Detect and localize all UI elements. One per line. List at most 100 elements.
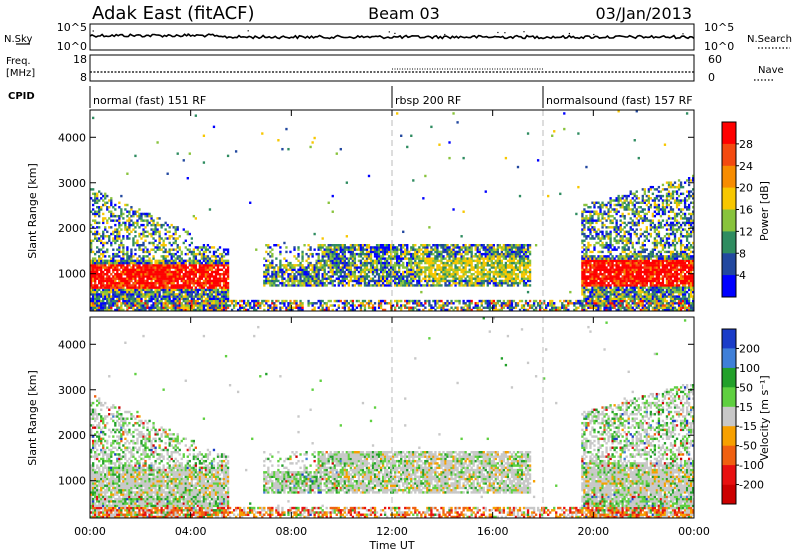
- heatmap-cell: [112, 302, 115, 305]
- heatmap-cell: [528, 306, 532, 309]
- heatmap-cell: [116, 297, 119, 301]
- heatmap-cell: [591, 273, 594, 276]
- heatmap-cell: [166, 270, 169, 274]
- heatmap-cell: [243, 299, 246, 303]
- heatmap-cell: [428, 255, 431, 258]
- heatmap-cell: [162, 266, 165, 269]
- heatmap-cell: [599, 208, 602, 211]
- heatmap-cell: [410, 284, 413, 287]
- heatmap-cell: [474, 244, 477, 247]
- heatmap-cell: [102, 246, 105, 249]
- heatmap-cell: [90, 223, 93, 227]
- heatmap-cell: [522, 250, 526, 254]
- heatmap-cell: [291, 266, 294, 269]
- heatmap-cell: [194, 246, 197, 249]
- heatmap-cell: [289, 264, 292, 267]
- heatmap-cell: [504, 275, 508, 278]
- heatmap-cell: [108, 277, 111, 280]
- heatmap-cell: [146, 279, 149, 283]
- heatmap-cell: [255, 308, 258, 312]
- heatmap-cell: [504, 268, 508, 271]
- heatmap-cell: [100, 235, 103, 238]
- heatmap-cell: [216, 306, 220, 309]
- heatmap-cell: [400, 304, 403, 307]
- heatmap-cell: [224, 261, 228, 265]
- heatmap-cell: [122, 302, 125, 305]
- heatmap-cell: [120, 257, 123, 260]
- heatmap-cell: [498, 281, 502, 285]
- heatmap-cell: [323, 266, 326, 269]
- heatmap-cell: [369, 268, 373, 271]
- heatmap-cell: [146, 284, 149, 287]
- heatmap-cell: [492, 302, 495, 305]
- heatmap-cell: [323, 308, 326, 312]
- heatmap-cell: [337, 268, 340, 271]
- heatmap-cell: [104, 255, 107, 258]
- heatmap-cell: [589, 273, 592, 276]
- heatmap-cell: [325, 259, 328, 263]
- heatmap-cell: [230, 308, 234, 312]
- heatmap-cell: [510, 273, 514, 276]
- heatmap-cell: [114, 252, 117, 256]
- heatmap-cell: [94, 266, 97, 269]
- heatmap-cell: [396, 270, 399, 274]
- heatmap-cell: [182, 295, 185, 298]
- heatmap-cell: [504, 255, 508, 258]
- heatmap-cell: [369, 252, 373, 256]
- heatmap-cell: [176, 288, 179, 292]
- heatmap-cell: [146, 223, 149, 227]
- heatmap-cell: [357, 279, 361, 283]
- heatmap-cell: [269, 261, 272, 265]
- heatmap-cell: [202, 290, 206, 294]
- heatmap-cell: [178, 306, 181, 309]
- heatmap-cell: [490, 244, 493, 247]
- heatmap-cell: [502, 281, 506, 285]
- heatmap-cell: [396, 281, 399, 285]
- heatmap-cell: [108, 308, 111, 312]
- heatmap-cell: [126, 266, 129, 269]
- heatmap-cell: [94, 199, 97, 202]
- heatmap-cell: [134, 277, 137, 280]
- heatmap-cell: [96, 284, 99, 287]
- heatmap-cell: [454, 266, 457, 269]
- heatmap-cell: [458, 302, 461, 305]
- heatmap-cell: [345, 299, 348, 303]
- heatmap-cell: [585, 281, 588, 285]
- heatmap-cell: [359, 266, 363, 269]
- heatmap-cell: [98, 259, 101, 263]
- heatmap-cell: [524, 248, 528, 251]
- heatmap-cell: [192, 306, 195, 309]
- heatmap-cell: [442, 266, 445, 269]
- heatmap-cell: [595, 235, 598, 238]
- heatmap-cell: [220, 297, 224, 301]
- heatmap-cell: [587, 306, 590, 309]
- heatmap-cell: [170, 257, 173, 260]
- heatmap-cell: [599, 250, 602, 254]
- heatmap-cell: [164, 293, 167, 296]
- heatmap-cell: [126, 226, 129, 229]
- heatmap-cell: [94, 210, 97, 213]
- heatmap-cell: [190, 308, 193, 312]
- heatmap-cell: [601, 214, 604, 218]
- heatmap-cell: [331, 194, 334, 198]
- heatmap-cell: [196, 288, 200, 292]
- heatmap-cell: [126, 295, 129, 298]
- heatmap-cell: [452, 268, 455, 271]
- heatmap-cell: [496, 261, 499, 265]
- heatmap-cell: [112, 293, 115, 296]
- heatmap-cell: [357, 277, 361, 280]
- heatmap-cell: [524, 268, 528, 271]
- heatmap-cell: [440, 252, 443, 256]
- heatmap-cell: [148, 286, 151, 289]
- heatmap-cell: [462, 244, 465, 247]
- heatmap-cell: [130, 290, 133, 294]
- heatmap-cell: [130, 250, 133, 254]
- heatmap-cell: [216, 288, 220, 292]
- heatmap-cell: [166, 264, 169, 267]
- heatmap-cell: [184, 273, 187, 276]
- heatmap-cell: [319, 244, 322, 247]
- heatmap-cell: [150, 232, 153, 236]
- heatmap-cell: [160, 302, 163, 305]
- heatmap-cell: [398, 281, 401, 285]
- heatmap-cell: [500, 281, 504, 285]
